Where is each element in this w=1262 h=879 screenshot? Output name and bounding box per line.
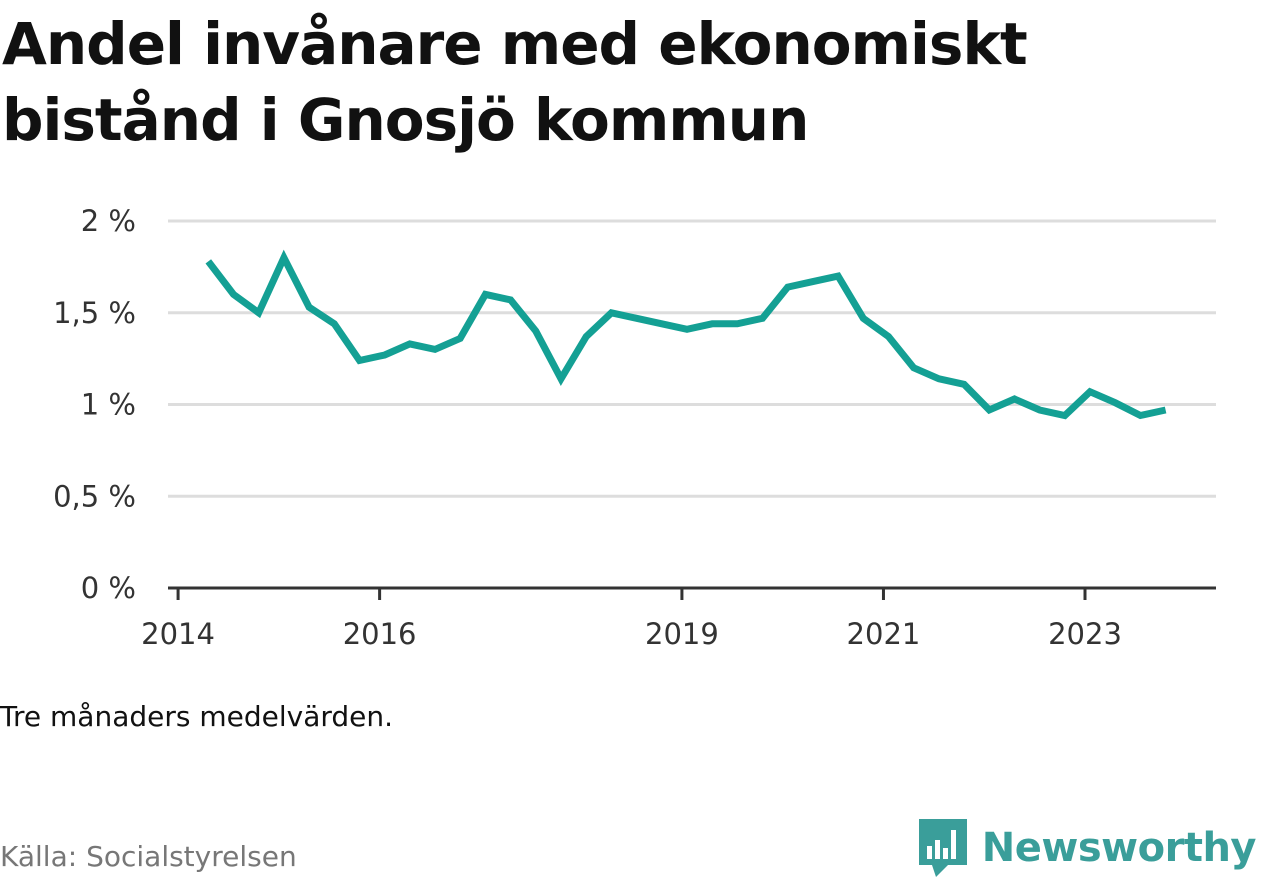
y-tick-label: 1 % [81,388,136,422]
data-point [608,309,615,316]
y-axis-tick-labels: 0 % 0,5 % 1 % 1,5 % 2 % [53,204,136,605]
gridlines [168,219,1216,498]
data-point [1061,412,1068,419]
data-point [230,291,237,298]
data-point [432,346,439,353]
x-tick-label: 2014 [141,617,215,651]
chart-note: Tre månaders medelvärden. [0,700,394,733]
data-point [1162,407,1169,414]
data-point [558,375,565,382]
source-label: Källa: Socialstyrelsen [0,840,297,873]
data-point [809,278,816,285]
data-point [885,333,892,340]
y-tick-label: 1,5 % [53,296,136,330]
series-line [205,249,1167,420]
y-tick-label: 0,5 % [53,479,136,513]
data-point [860,315,867,322]
data-point [331,320,338,327]
x-tick-label: 2019 [645,617,719,651]
line-chart: 0 % 0,5 % 1 % 1,5 % 2 % 2014 2016 2019 2021 2023 [53,204,1216,651]
data-point [205,258,212,265]
data-point [935,375,942,382]
data-point [835,273,842,280]
series-lines [205,249,1169,420]
x-axis-ticks: 2014 2016 2019 2021 2023 [141,588,1122,651]
brand-name: Newsworthy [981,825,1257,871]
data-point [356,357,363,364]
data-point [1137,412,1144,419]
data-point [1036,407,1043,414]
data-point [255,309,262,316]
data-point [961,381,968,388]
data-point [583,333,590,340]
data-point [507,296,514,303]
data-point [457,335,464,342]
chart-title: Andel invånare med ekonomiskt bistånd i … [2,10,1028,154]
data-point [633,315,640,322]
data-point [709,320,716,327]
data-point [1011,395,1018,402]
data-point [986,407,993,414]
x-tick-label: 2023 [1048,617,1122,651]
brand-logo[interactable]: Newsworthy [918,818,1257,878]
data-point [532,328,539,335]
data-point [910,364,917,371]
data-point [406,340,413,347]
data-point [734,320,741,327]
x-tick-label: 2016 [343,617,417,651]
data-point [683,326,690,333]
data-point [759,315,766,322]
x-tick-label: 2021 [847,617,921,651]
newsworthy-logo-icon [918,819,967,877]
data-point [306,304,313,311]
data-point [784,284,791,291]
data-point [1087,388,1094,395]
data-point [482,291,489,298]
y-tick-label: 0 % [81,571,136,605]
y-tick-label: 2 % [81,204,136,238]
data-point [658,320,665,327]
data-point [280,254,287,261]
data-point [381,351,388,358]
data-point [1112,399,1119,406]
